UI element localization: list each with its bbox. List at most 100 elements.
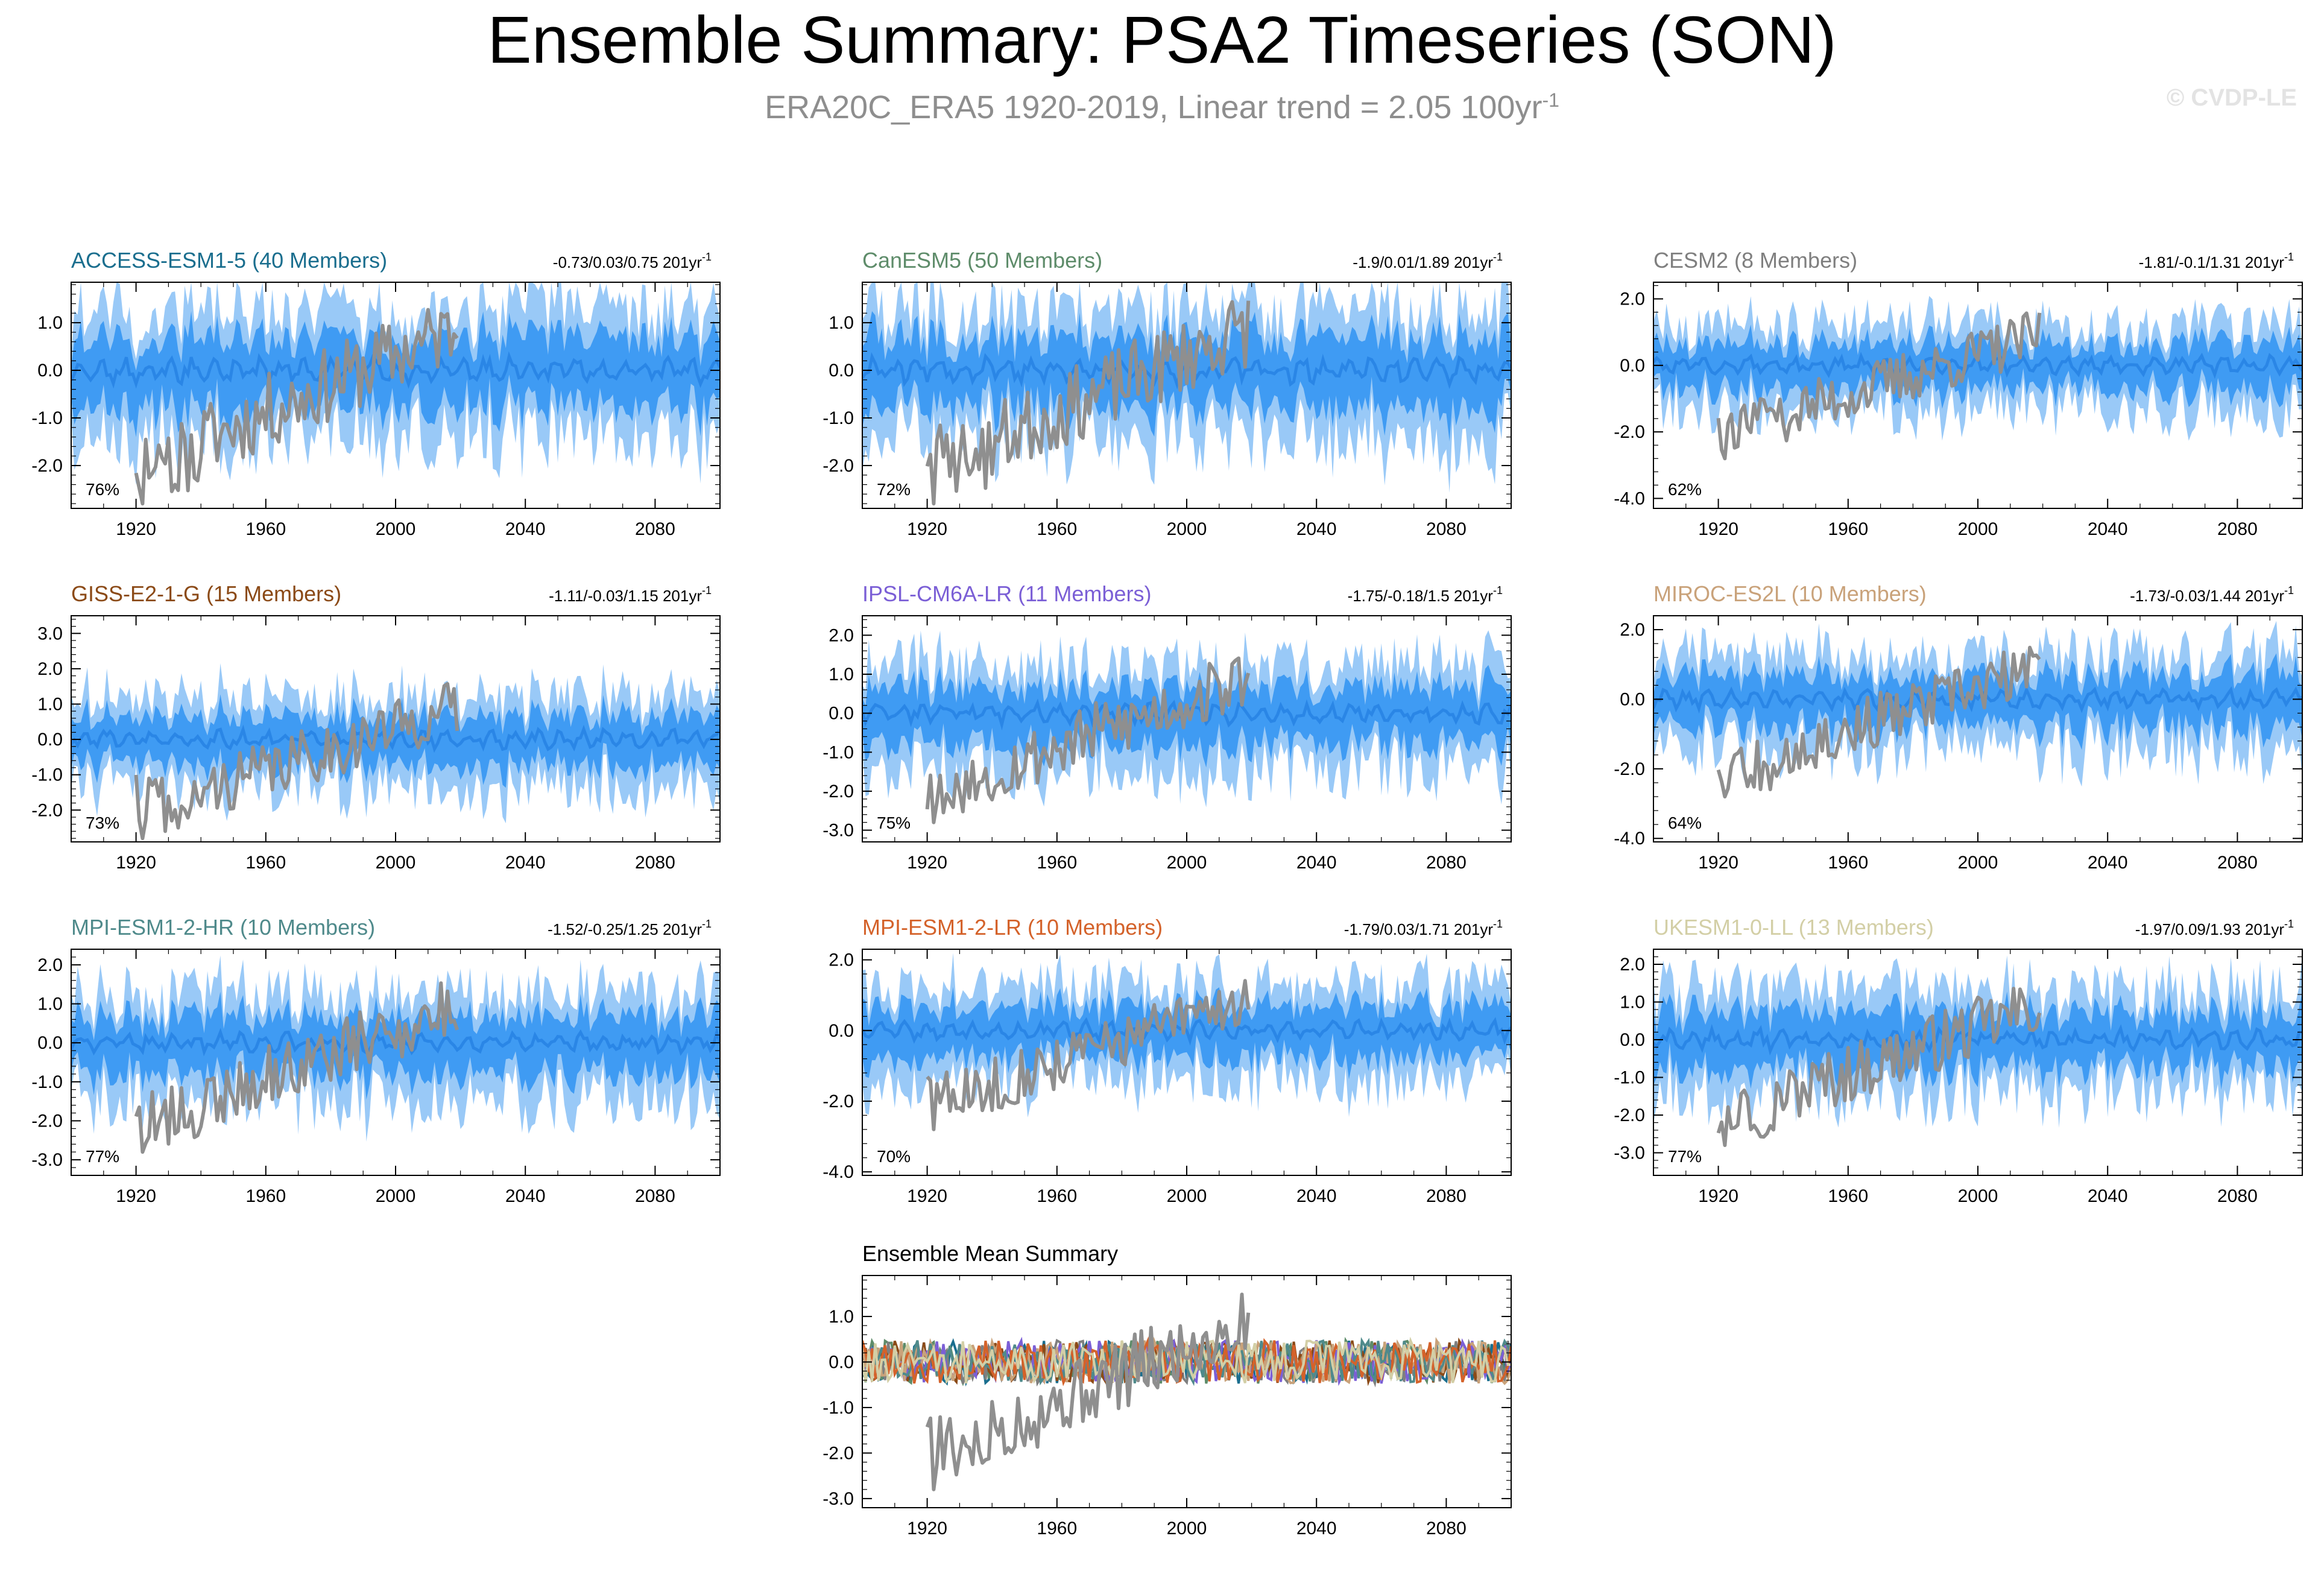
stats-exponent: -1 bbox=[1493, 251, 1503, 263]
chart-panel-6: -4.0 -2.0 0.0 2.0 1920 1960 2000 2040 2080 MIROC-… bbox=[1614, 581, 2303, 873]
x-tick-label: 1960 bbox=[245, 519, 286, 539]
x-tick-label: 2040 bbox=[1296, 1186, 1337, 1206]
observations-line bbox=[1716, 645, 2041, 798]
percent-label: 77% bbox=[1668, 1147, 1702, 1166]
y-tick-label: -1.0 bbox=[823, 742, 854, 762]
panel-stats: -1.11/-0.03/1.15 201yr-1 bbox=[549, 584, 712, 605]
stats-text: -1.11/-0.03/1.15 201yr bbox=[549, 587, 702, 605]
y-tick-label: 0.0 bbox=[1620, 689, 1645, 709]
plot-area bbox=[1653, 955, 2302, 1147]
y-tick-label: -2.0 bbox=[1614, 759, 1645, 779]
x-tick-label: 2000 bbox=[376, 1186, 416, 1206]
panel-title: CESM2 (8 Members) bbox=[1653, 248, 1857, 273]
y-tick-label: 2.0 bbox=[829, 950, 854, 970]
ensemble-mean-line bbox=[1653, 1023, 2302, 1056]
stats-exponent: -1 bbox=[2284, 584, 2294, 596]
y-tick-label: 0.0 bbox=[1620, 356, 1645, 376]
x-tick-label: 1960 bbox=[1037, 1186, 1077, 1206]
x-tick-label: 2080 bbox=[1426, 1519, 1467, 1538]
x-tick-label: 2080 bbox=[1426, 853, 1467, 873]
observations-line bbox=[925, 1292, 1251, 1491]
plot-area bbox=[862, 953, 1511, 1131]
subtitle-exponent: -1 bbox=[1542, 89, 1559, 111]
plot-area bbox=[1653, 296, 2302, 461]
y-tick-label: -2.0 bbox=[31, 456, 63, 476]
spread-band-inner bbox=[71, 311, 720, 437]
y-tick-label: -4.0 bbox=[1614, 829, 1645, 849]
stats-text: -1.73/-0.03/1.44 201yr bbox=[2130, 587, 2284, 605]
x-tick-label: 2080 bbox=[2217, 519, 2258, 539]
stats-text: -0.73/0.03/0.75 201yr bbox=[553, 253, 703, 271]
ensemble-mean-line bbox=[71, 351, 720, 389]
y-tick-label: 0.0 bbox=[37, 1033, 63, 1053]
y-tick-label: 2.0 bbox=[1620, 289, 1645, 309]
stats-exponent: -1 bbox=[2284, 918, 2294, 930]
x-tick-label: 2040 bbox=[505, 1186, 546, 1206]
percent-label: 72% bbox=[877, 480, 911, 499]
x-tick-label: 1960 bbox=[1037, 853, 1077, 873]
stats-exponent: -1 bbox=[1493, 584, 1503, 596]
y-tick-label: -1.0 bbox=[823, 408, 854, 428]
x-tick-label: 2000 bbox=[1167, 1519, 1207, 1538]
observations-line bbox=[1716, 987, 2042, 1147]
x-tick-label: 2000 bbox=[1167, 1186, 1207, 1206]
y-tick-label: 0.0 bbox=[829, 704, 854, 724]
y-tick-label: 0.0 bbox=[829, 361, 854, 381]
x-tick-label: 1960 bbox=[1828, 519, 1868, 539]
x-tick-label: 1960 bbox=[1037, 1519, 1077, 1538]
chart-panel-7: -3.0 -2.0 -1.0 0.0 1.0 2.0 1920 1960 2000 2040 208… bbox=[31, 915, 721, 1206]
chart-panel-2: -2.0 -1.0 0.0 1.0 1920 1960 2000 2040 2080 CanESM… bbox=[823, 248, 1512, 539]
x-tick-label: 2000 bbox=[1958, 853, 1998, 873]
x-tick-label: 2080 bbox=[635, 853, 675, 873]
percent-label: 77% bbox=[86, 1147, 119, 1166]
y-tick-label: 1.0 bbox=[1620, 993, 1645, 1013]
y-tick-label: -2.0 bbox=[823, 456, 854, 476]
y-tick-label: -2.0 bbox=[1614, 1105, 1645, 1125]
chart-panel-9: -3.0 -2.0 -1.0 0.0 1.0 2.0 1920 1960 2000 2040 208… bbox=[1614, 915, 2303, 1206]
page-title: Ensemble Summary: PSA2 Timeseries (SON) bbox=[487, 3, 1837, 77]
observations-line bbox=[134, 308, 459, 506]
y-tick-label: 1.0 bbox=[37, 313, 63, 333]
y-tick-label: 3.0 bbox=[37, 624, 63, 643]
x-tick-label: 2040 bbox=[1296, 853, 1337, 873]
stats-exponent: -1 bbox=[1493, 918, 1503, 930]
x-tick-label: 1920 bbox=[1698, 1186, 1738, 1206]
percent-label: 76% bbox=[86, 480, 119, 499]
panel-stats: -1.9/0.01/1.89 201yr-1 bbox=[1353, 251, 1503, 271]
x-tick-label: 2000 bbox=[376, 519, 416, 539]
panel-title: UKESM1-0-LL (13 Members) bbox=[1653, 915, 1934, 940]
y-tick-label: 2.0 bbox=[1620, 955, 1645, 975]
x-tick-label: 2040 bbox=[2088, 853, 2128, 873]
plot-area bbox=[71, 955, 720, 1154]
y-tick-label: -1.0 bbox=[31, 765, 63, 785]
x-tick-label: 1920 bbox=[116, 853, 156, 873]
x-tick-label: 1920 bbox=[1698, 853, 1738, 873]
x-tick-label: 2080 bbox=[635, 519, 675, 539]
x-tick-label: 2080 bbox=[2217, 1186, 2258, 1206]
panel-title: IPSL-CM6A-LR (11 Members) bbox=[862, 581, 1151, 606]
y-tick-label: -2.0 bbox=[31, 800, 63, 820]
y-tick-label: 0.0 bbox=[829, 1021, 854, 1041]
chart-panel-10: -3.0 -2.0 -1.0 0.0 1.0 1920 1960 2000 2040 2080 En… bbox=[823, 1241, 1512, 1538]
panel-stats: -1.97/0.09/1.93 201yr-1 bbox=[2135, 918, 2294, 938]
y-tick-label: 1.0 bbox=[37, 994, 63, 1014]
x-tick-label: 2000 bbox=[376, 853, 416, 873]
stats-exponent: -1 bbox=[702, 584, 712, 596]
observations-line bbox=[134, 981, 459, 1154]
panel-title: MPI-ESM1-2-HR (10 Members) bbox=[71, 915, 375, 940]
y-tick-label: 0.0 bbox=[829, 1352, 854, 1372]
panel-title: MPI-ESM1-2-LR (10 Members) bbox=[862, 915, 1163, 940]
panel-stats: -1.75/-0.18/1.5 201yr-1 bbox=[1348, 584, 1503, 605]
percent-label: 70% bbox=[877, 1147, 911, 1166]
y-tick-label: 1.0 bbox=[829, 665, 854, 684]
y-tick-label: -2.0 bbox=[823, 1443, 854, 1463]
observations-line bbox=[926, 979, 1251, 1131]
observations-line bbox=[925, 656, 1251, 824]
observations-line bbox=[134, 681, 459, 841]
x-tick-label: 2000 bbox=[1167, 853, 1207, 873]
y-tick-label: -3.0 bbox=[31, 1150, 63, 1170]
y-tick-label: 2.0 bbox=[37, 659, 63, 679]
panel-title: ACCESS-ESM1-5 (40 Members) bbox=[71, 248, 387, 273]
stats-exponent: -1 bbox=[702, 251, 712, 263]
